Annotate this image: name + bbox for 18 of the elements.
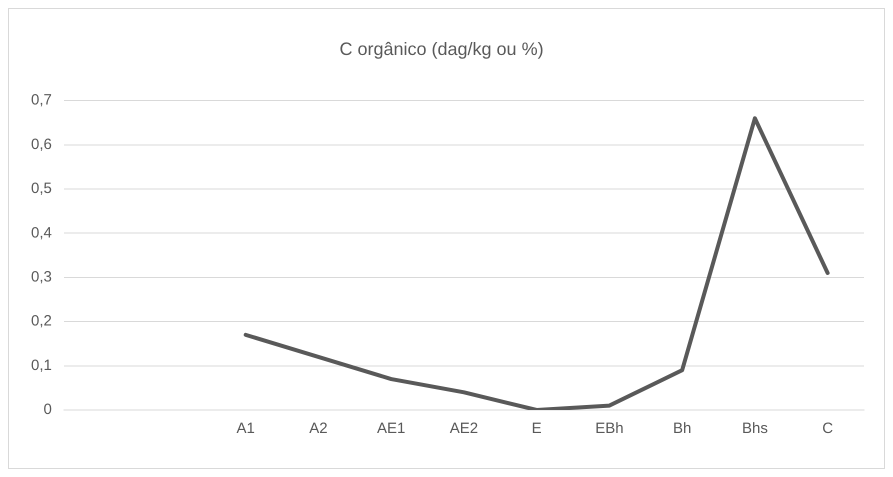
x-tick-label: Bhs bbox=[742, 420, 768, 438]
y-tick-label: 0,6 bbox=[30, 136, 52, 153]
y-tick-label: 0,2 bbox=[30, 312, 52, 330]
y-tick-label: 0,1 bbox=[30, 356, 52, 374]
y-tick-label: 0 bbox=[44, 401, 52, 418]
x-tick-label: AE1 bbox=[377, 420, 406, 438]
x-tick-label: Bh bbox=[672, 420, 692, 438]
x-tick-label: EBh bbox=[595, 420, 624, 438]
x-tick-label: AE2 bbox=[450, 420, 478, 438]
chart-title: C orgânico (dag/kg ou %) bbox=[339, 38, 544, 59]
y-tick-label: 0,3 bbox=[30, 268, 52, 286]
x-tick-label: A1 bbox=[236, 420, 255, 438]
y-tick-label: 0,7 bbox=[30, 92, 52, 109]
x-tick-label: C bbox=[822, 420, 834, 438]
x-tick-label: A2 bbox=[309, 420, 328, 438]
x-tick-label: E bbox=[532, 420, 542, 438]
y-tick-label: 0,5 bbox=[30, 180, 52, 198]
y-tick-label: 0,4 bbox=[30, 224, 52, 242]
